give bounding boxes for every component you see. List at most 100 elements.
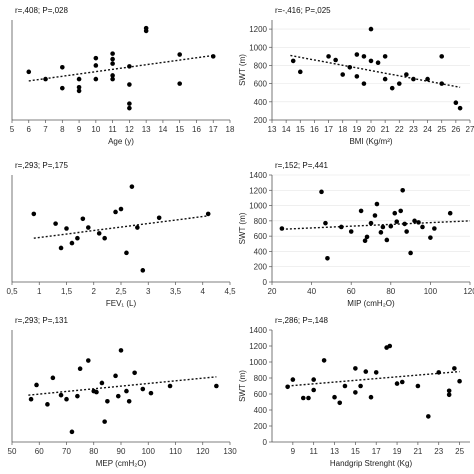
- data-point: [167, 383, 173, 389]
- y-tick-label: 200: [254, 116, 268, 125]
- x-tick-label: 23: [434, 447, 443, 456]
- data-point: [140, 386, 146, 392]
- data-point: [64, 226, 69, 231]
- data-point: [58, 245, 64, 251]
- data-point: [373, 370, 379, 375]
- data-point: [75, 393, 80, 399]
- data-point: [415, 383, 421, 389]
- data-point: [127, 101, 132, 106]
- data-point: [96, 231, 102, 236]
- y-tick-label: 1000: [249, 358, 267, 367]
- data-point: [148, 390, 154, 396]
- data-point: [127, 105, 132, 111]
- chart-panel-1: 5 6 7 8 9 10 11 12 13 14 15 16 17 18 Age (y) r=,408; P=…: [10, 6, 235, 146]
- x-axis-title: BMI (Kg/m²): [349, 137, 392, 146]
- x-tick-label: 4: [201, 287, 206, 296]
- x-tick-label: 5: [10, 125, 15, 134]
- x-tick-label: 24: [423, 125, 432, 134]
- data-point: [399, 379, 405, 385]
- data-point: [333, 57, 338, 63]
- data-point: [394, 219, 400, 224]
- data-point: [439, 54, 445, 59]
- data-point: [426, 414, 431, 419]
- x-tick-label: 17: [372, 447, 381, 456]
- x-tick-label: 110: [169, 447, 182, 456]
- x-tick-label: 21: [413, 447, 422, 456]
- x-tick-label: 2,5: [115, 287, 127, 296]
- x-tick-label: 16: [192, 125, 201, 134]
- y-tick-label: 800: [254, 217, 268, 226]
- data-point: [446, 388, 452, 394]
- data-point: [127, 82, 132, 87]
- data-point: [416, 220, 421, 225]
- x-tick-label: 14: [282, 125, 291, 134]
- data-point: [354, 74, 360, 79]
- data-point: [432, 226, 437, 231]
- correlation-label: r=,152; P=,441: [275, 161, 328, 170]
- x-tick-label: 22: [395, 125, 404, 134]
- data-point: [279, 226, 285, 231]
- correlation-label: r=,293; P=,131: [15, 316, 68, 325]
- data-point: [412, 218, 417, 224]
- y-tick-label: 800: [254, 61, 268, 70]
- data-point: [93, 55, 99, 61]
- data-point: [110, 61, 115, 66]
- x-tick-label: 80: [89, 447, 98, 456]
- data-point: [177, 52, 182, 57]
- x-tick-label: 7: [43, 125, 48, 134]
- x-tick-label: 21: [381, 125, 390, 134]
- data-point: [439, 81, 445, 86]
- x-tick-label: 90: [117, 447, 126, 456]
- data-point: [297, 69, 303, 75]
- x-tick-label: 14: [158, 125, 167, 134]
- chart-panel-6: 9 11 13 15 17 19 21 23 25 0 200 400 600 800 1000 1200 14…: [238, 316, 470, 468]
- x-tick-label: 1: [37, 287, 42, 296]
- data-point: [400, 187, 405, 193]
- data-point: [140, 268, 146, 273]
- data-point: [311, 377, 316, 382]
- data-point: [214, 383, 219, 389]
- x-tick-label: 9: [77, 125, 82, 134]
- data-point: [337, 400, 343, 406]
- x-tick-label: 80: [386, 287, 395, 296]
- data-point: [110, 56, 115, 62]
- x-tick-label: 50: [8, 447, 17, 456]
- x-tick-label: 8: [60, 125, 65, 134]
- x-tick-label: 19: [352, 125, 361, 134]
- data-point: [69, 240, 75, 246]
- data-point: [76, 76, 82, 82]
- x-tick-label: 4,5: [224, 287, 236, 296]
- x-tick-label: 19: [393, 447, 402, 456]
- trend-line: [28, 54, 214, 82]
- data-point: [348, 229, 354, 234]
- data-point: [93, 76, 99, 82]
- data-point: [361, 54, 367, 59]
- data-point: [132, 370, 137, 376]
- data-point: [285, 384, 290, 390]
- data-point: [53, 221, 58, 226]
- x-tick-label: 25: [437, 125, 446, 134]
- x-axis-title: Handgrip Strenght (Kg): [330, 459, 413, 468]
- data-point: [205, 211, 211, 217]
- data-point: [118, 206, 124, 212]
- y-tick-label: 400: [254, 98, 268, 107]
- data-point: [76, 84, 82, 90]
- data-point: [127, 64, 132, 69]
- x-tick-label: 13: [330, 447, 339, 456]
- data-point: [143, 28, 149, 34]
- data-point: [321, 358, 327, 363]
- x-tick-label: 16: [310, 125, 319, 134]
- trend-line: [287, 370, 460, 387]
- x-tick-label: 15: [351, 447, 360, 456]
- data-point: [394, 381, 400, 386]
- x-tick-label: 27: [466, 125, 474, 134]
- data-point: [382, 54, 388, 59]
- data-point: [342, 383, 348, 389]
- data-point: [389, 85, 395, 91]
- x-tick-label: 12: [125, 125, 134, 134]
- x-tick-label: 18: [226, 125, 235, 134]
- data-point: [353, 366, 358, 371]
- x-tick-label: 26: [451, 125, 460, 134]
- data-point: [126, 398, 132, 404]
